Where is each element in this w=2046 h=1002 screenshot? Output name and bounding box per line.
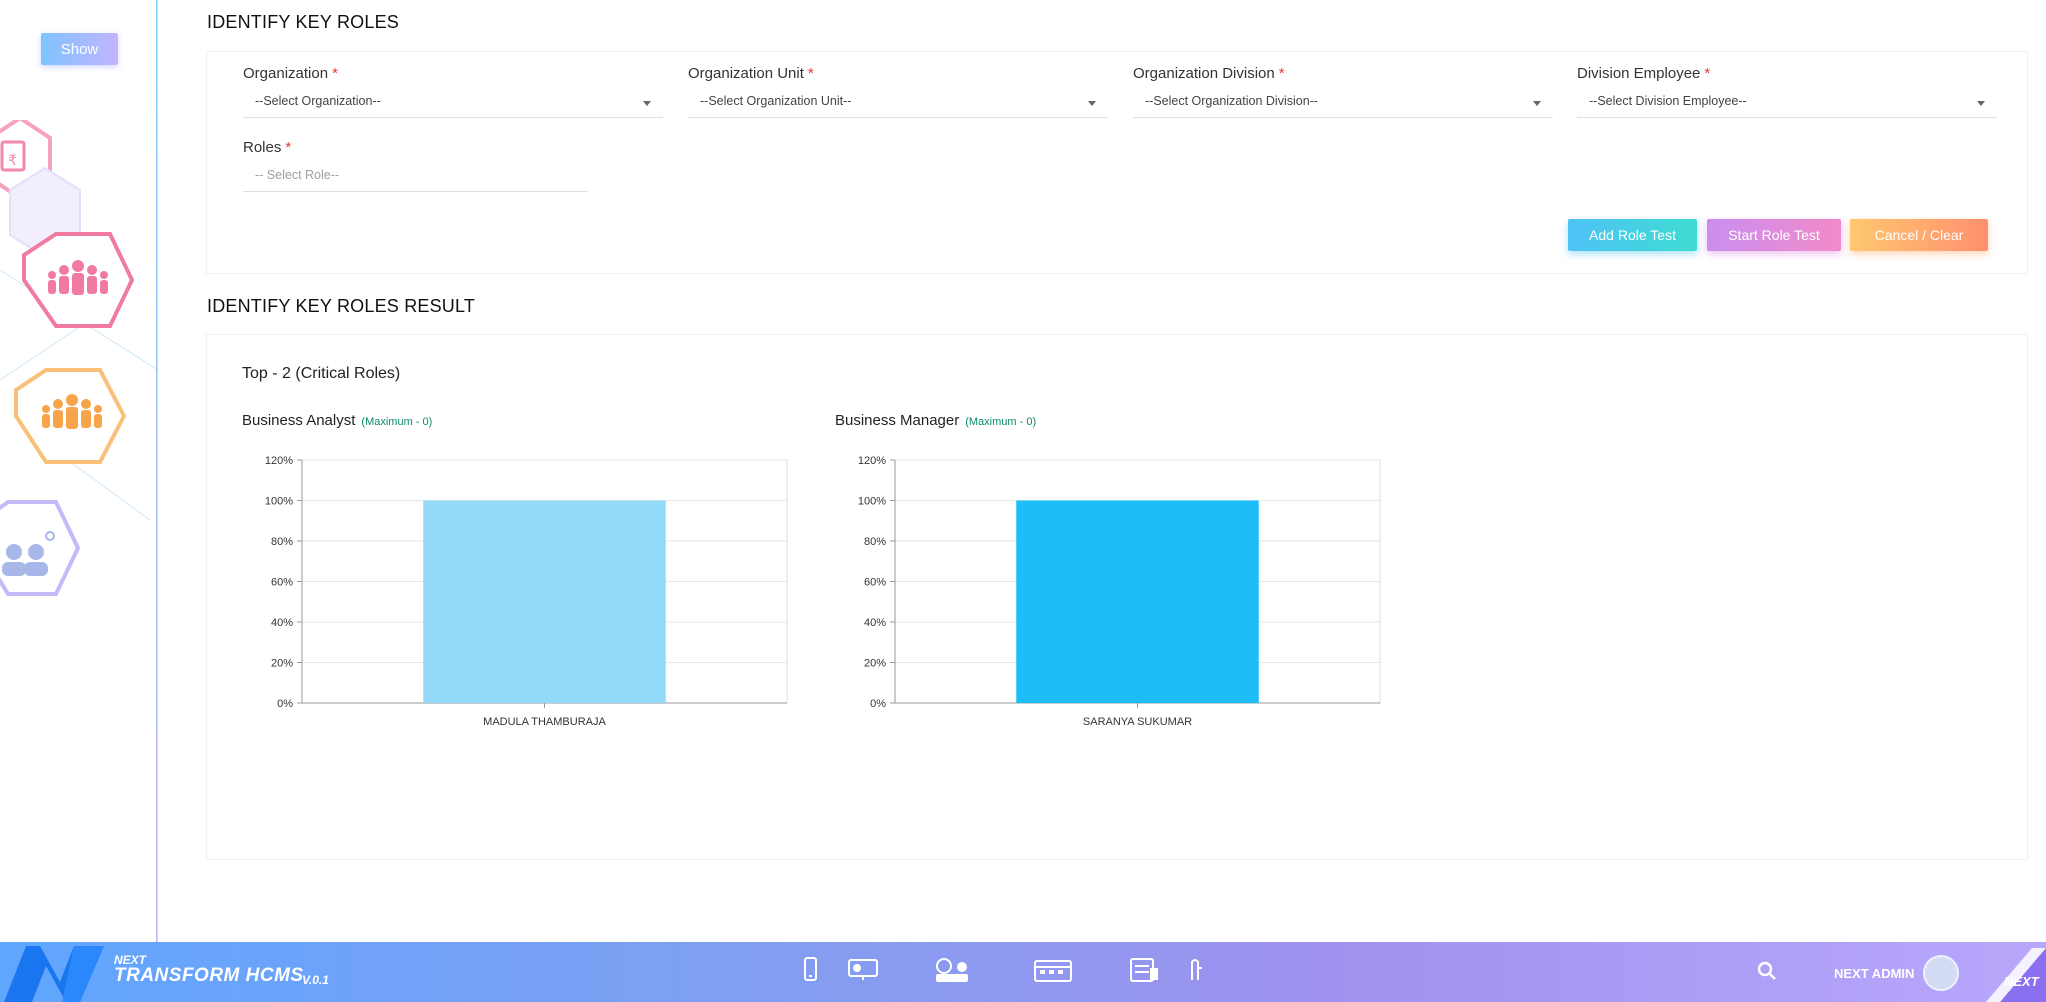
- y-tick-label: 120%: [265, 455, 293, 467]
- y-tick-label: 0%: [277, 698, 293, 710]
- chevron-down-icon: [1533, 101, 1541, 106]
- maximum-label: (Maximum - 0): [965, 416, 1037, 428]
- y-tick-label: 80%: [271, 536, 293, 548]
- bar: [1016, 500, 1259, 703]
- y-tick-label: 40%: [864, 617, 886, 629]
- employees-module-icon[interactable]: [22, 232, 135, 328]
- organization-division-field: Organization Division * --Select Organiza…: [1133, 65, 1553, 118]
- y-tick-label: 20%: [271, 658, 293, 670]
- key-roles-module-icon[interactable]: [0, 500, 81, 596]
- roles-field: Roles * -- Select Role--: [243, 139, 588, 192]
- roles-label: Roles: [243, 139, 282, 156]
- required-mark: *: [807, 65, 814, 82]
- organization-division-label: Organization Division: [1133, 65, 1275, 82]
- required-mark: *: [1704, 65, 1711, 82]
- brand-top-label: NEXT: [114, 953, 147, 967]
- division-employee-select[interactable]: --Select Division Employee--: [1577, 88, 1997, 118]
- y-tick-label: 120%: [858, 455, 886, 467]
- y-tick-label: 60%: [271, 577, 293, 589]
- add-role-test-button[interactable]: Add Role Test: [1568, 219, 1697, 251]
- corner-logo-icon[interactable]: [1986, 942, 2046, 1002]
- organization-division-select[interactable]: --Select Organization Division--: [1133, 88, 1553, 118]
- bar-chart-business-manager: 0% 20% 40% 60% 80% 100% 120% SARANYA SUKUMAR: [835, 446, 1385, 741]
- sidebar: Show ₹: [0, 0, 158, 942]
- x-tick-label: MADULA THAMBURAJA: [483, 716, 606, 728]
- chart-svg: 0% 20% 40% 60% 80% 100% 120% SARANYA SUKUMAR: [858, 455, 1381, 728]
- chart-title-business-analyst: Business Analyst (Maximum - 0): [242, 412, 433, 429]
- required-mark: *: [285, 139, 292, 156]
- mobile-icon[interactable]: [802, 954, 820, 990]
- roles-select[interactable]: -- Select Role--: [243, 162, 588, 192]
- chevron-down-icon: [643, 101, 651, 106]
- organization-field: Organization * --Select Organization--: [243, 65, 663, 118]
- search-icon[interactable]: [1756, 960, 1778, 982]
- organization-unit-field: Organization Unit * --Select Organization…: [688, 65, 1108, 118]
- corner-logo-label: NEXT: [2004, 974, 2039, 989]
- brand-name: TRANSFORM HCMS: [114, 965, 304, 986]
- bar: [423, 500, 666, 703]
- y-tick-label: 100%: [265, 496, 293, 508]
- money-transfer-icon[interactable]: [932, 954, 972, 990]
- monitor-settings-icon[interactable]: [846, 954, 880, 990]
- sidebar-divider: [156, 0, 157, 942]
- brand-logo-icon[interactable]: [0, 942, 110, 1002]
- result-subtitle: Top - 2 (Critical Roles): [242, 365, 401, 382]
- y-tick-label: 60%: [864, 577, 886, 589]
- maximum-label: (Maximum - 0): [361, 416, 433, 428]
- teams-module-icon[interactable]: [14, 368, 127, 464]
- avatar[interactable]: [1923, 955, 1959, 991]
- organization-select[interactable]: --Select Organization--: [243, 88, 663, 118]
- organization-unit-label: Organization Unit: [688, 65, 804, 82]
- chevron-down-icon: [1088, 101, 1096, 106]
- y-tick-label: 80%: [864, 536, 886, 548]
- svg-text:₹: ₹: [8, 152, 17, 168]
- y-tick-label: 100%: [858, 496, 886, 508]
- y-tick-label: 40%: [271, 617, 293, 629]
- x-tick-label: SARANYA SUKUMAR: [1083, 716, 1192, 728]
- y-tick-label: 20%: [864, 658, 886, 670]
- chevron-down-icon: [1977, 101, 1985, 106]
- start-role-test-button[interactable]: Start Role Test: [1707, 219, 1841, 251]
- required-mark: *: [1278, 65, 1285, 82]
- show-button[interactable]: Show: [41, 33, 118, 65]
- chart-title-business-manager: Business Manager (Maximum - 0): [835, 412, 1037, 429]
- division-employee-field: Division Employee * --Select Division Emp…: [1577, 65, 1997, 118]
- user-name[interactable]: NEXT ADMIN: [1834, 966, 1915, 981]
- y-tick-label: 0%: [870, 698, 886, 710]
- identify-key-roles-result-title: IDENTIFY KEY ROLES RESULT: [207, 296, 476, 316]
- organization-unit-select[interactable]: --Select Organization Unit--: [688, 88, 1108, 118]
- identify-key-roles-title: IDENTIFY KEY ROLES: [207, 12, 399, 32]
- document-grid-icon[interactable]: [1128, 954, 1160, 990]
- required-mark: *: [332, 65, 338, 82]
- organization-label: Organization: [243, 65, 329, 82]
- touch-icon[interactable]: [1186, 954, 1206, 990]
- calendar-icon[interactable]: [1032, 954, 1074, 990]
- module-hexagons: ₹: [0, 120, 157, 596]
- division-employee-label: Division Employee: [1577, 65, 1701, 82]
- cancel-clear-button[interactable]: Cancel / Clear: [1850, 219, 1988, 251]
- bar-chart-business-analyst: 0% 20% 40% 60% 80% 100% 120% MADULA THAMBURAJA: [242, 446, 792, 741]
- footer-bar: NEXT TRANSFORM HCMS V.0.1 NEXT ADMIN NEX…: [0, 942, 2046, 1002]
- chart-svg: 0% 20% 40% 60% 80% 100% 120% MADULA THAMBURAJA: [265, 455, 788, 728]
- brand-version: V.0.1: [302, 973, 329, 987]
